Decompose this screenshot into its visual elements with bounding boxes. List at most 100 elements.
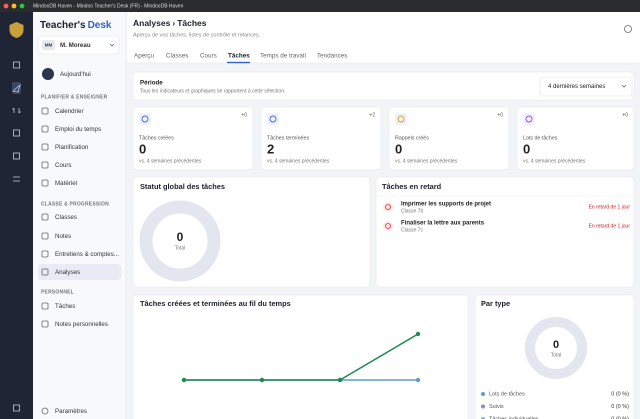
- trend-point: [181, 377, 187, 383]
- legend-value: 0 (0 %): [611, 391, 629, 397]
- legend-dot: [481, 392, 485, 396]
- type-title: Par type: [481, 299, 510, 308]
- select-chevron: [621, 84, 627, 88]
- status-total-label: Total: [175, 245, 186, 251]
- legend-value: 0 (0 %): [611, 416, 629, 419]
- brand-main: Teacher's: [40, 20, 86, 31]
- status-donut: [139, 200, 221, 282]
- kpi-note: vs. 4 semaines précédentes: [395, 158, 458, 164]
- trend-plot: [181, 331, 421, 383]
- overdue-icon-bg: [383, 202, 393, 212]
- nav-icon: [41, 107, 49, 115]
- rail-dashboard[interactable]: [13, 61, 20, 69]
- maximize-button[interactable]: [19, 3, 25, 9]
- nav-icon: [41, 250, 49, 258]
- nav-item[interactable]: Classes: [55, 214, 77, 221]
- trend-point: [415, 377, 421, 383]
- overdue-delay: En retard de 1 jour: [589, 223, 631, 229]
- nav-icon: [41, 143, 49, 151]
- side-nav: PLANIFIER & ENSEIGNER Calendrier Emploi du…: [38, 94, 121, 328]
- trend-line: [184, 333, 419, 381]
- nav-section-title: PERSONNEL: [41, 289, 74, 295]
- nav-icon: [41, 268, 49, 276]
- nav-active-bg: [38, 264, 121, 280]
- rail-icons: [12, 61, 21, 412]
- brand-accent: Desk: [88, 20, 112, 31]
- period-select[interactable]: [539, 76, 633, 97]
- page-subtitle: Aperçu de vos tâches, listes de contrôle…: [133, 32, 261, 38]
- rail-data[interactable]: [13, 152, 20, 160]
- nav-item[interactable]: Tâches: [55, 303, 75, 310]
- kpi-icon: [395, 113, 407, 125]
- overdue-class: Classe 7b: [401, 208, 423, 214]
- nav-icon: [41, 213, 49, 221]
- title-bar: [0, 0, 640, 12]
- overdue-task[interactable]: Finaliser la lettre aux parents: [401, 221, 485, 227]
- nav-icon: [41, 161, 49, 169]
- breadcrumb-parent[interactable]: Analyses: [133, 18, 171, 28]
- tab[interactable]: Tendances: [317, 53, 347, 60]
- type-donut: [525, 317, 587, 379]
- rail-scan[interactable]: [13, 129, 20, 137]
- breadcrumb: Analyses › Tâches: [133, 18, 207, 28]
- nav-item[interactable]: Cours: [55, 162, 72, 169]
- period-value: 4 dernières semaines: [548, 84, 605, 90]
- chevron: [109, 43, 115, 47]
- kpi-icon: [523, 113, 535, 125]
- user-badge: [42, 40, 55, 50]
- nav-section-title: PLANIFIER & ENSEIGNER: [41, 94, 108, 100]
- tabs: Aperçu Classes Cours Tâches Temps de travail…: [134, 53, 347, 64]
- nav-item[interactable]: Matériel: [55, 180, 77, 187]
- nav-item[interactable]: Notes personnelles: [55, 321, 108, 328]
- tab-underline: [227, 61, 250, 64]
- today-link[interactable]: Aujourd'hui: [60, 71, 91, 78]
- rail-settings[interactable]: [13, 176, 20, 182]
- overdue-card: [375, 176, 635, 288]
- header: [127, 12, 640, 63]
- legend-dot: [481, 404, 485, 409]
- tab[interactable]: Tâches: [228, 53, 250, 60]
- trend-point: [337, 377, 343, 383]
- kpi-icon: [139, 113, 151, 125]
- kpi-icon: [267, 113, 279, 125]
- settings-link[interactable]: Paramètres: [55, 408, 87, 415]
- kpi-icon-glyph: [269, 115, 277, 123]
- trend-point: [415, 331, 421, 337]
- nav-item[interactable]: Analyses: [55, 269, 80, 276]
- status-total: 0: [177, 230, 184, 244]
- kpi-note: vs. 4 semaines précédentes: [523, 158, 586, 164]
- brand: Teacher's Desk: [40, 20, 112, 31]
- kpi-label: Tâches créées: [139, 135, 174, 141]
- kpi-label: Lots de tâches: [523, 135, 558, 141]
- tab[interactable]: Cours: [200, 53, 217, 60]
- settings-icon: [41, 407, 49, 415]
- nav-item[interactable]: Emploi du temps: [55, 126, 101, 133]
- nav-item[interactable]: Calendrier: [55, 108, 84, 115]
- kpi-delta: +2: [369, 112, 375, 118]
- tab[interactable]: Aperçu: [134, 53, 154, 60]
- nav-item[interactable]: Entretiens & comptes...: [55, 251, 119, 258]
- kpi-label: Tâches terminées: [267, 135, 309, 141]
- kpi-value: 0: [523, 141, 530, 156]
- kpi-icon-glyph: [141, 115, 149, 123]
- tab[interactable]: Temps de travail: [260, 53, 306, 60]
- legend-name: Tâches individuelles: [489, 416, 539, 419]
- breadcrumb-sep: ›: [172, 18, 175, 28]
- nav-item[interactable]: Planification: [55, 144, 89, 151]
- minimize-button[interactable]: [11, 3, 17, 9]
- rail-bottom[interactable]: [13, 404, 20, 412]
- period-card: [132, 71, 635, 101]
- tab[interactable]: Classes: [166, 53, 188, 60]
- close-button[interactable]: [3, 3, 9, 9]
- overdue-task[interactable]: Imprimer les supports de projet: [401, 202, 491, 208]
- rail-teach[interactable]: [12, 83, 21, 93]
- rail-transfer[interactable]: [12, 107, 21, 114]
- period-title: Période: [140, 80, 163, 87]
- kpi-delta: +0: [241, 112, 247, 118]
- user-selector[interactable]: [37, 35, 120, 55]
- help-button[interactable]: [624, 25, 632, 33]
- nav-item[interactable]: Notes: [55, 233, 71, 240]
